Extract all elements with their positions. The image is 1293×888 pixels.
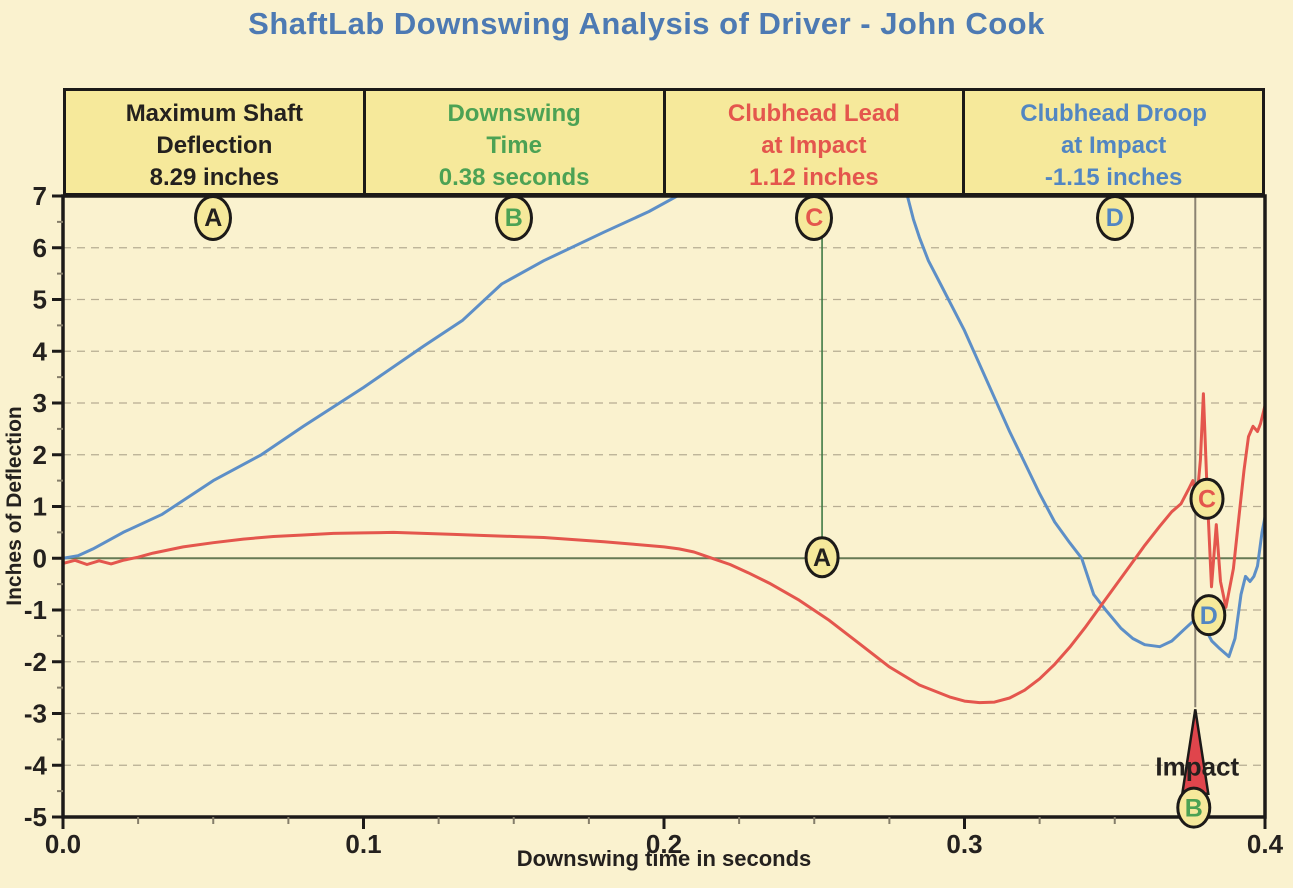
summary-line: Clubhead Lead [727, 100, 900, 127]
plot-marker-circle-d [1191, 594, 1227, 637]
summary-value: 1.12 inches [749, 164, 879, 191]
plot-marker-letter-a: A [813, 544, 831, 572]
y-axis-label: Inches of Deflection [3, 406, 26, 606]
y-tick-label: 3 [33, 388, 47, 418]
x-tick-label: 0.2 [646, 829, 682, 859]
legend-marker-letter: B [504, 203, 523, 232]
y-tick-label: -4 [24, 750, 48, 780]
y-tick-label: 5 [33, 285, 47, 315]
plot-marker-circle-b [1176, 786, 1212, 829]
summary-box-downswing-time: Downswing Time 0.38 seconds [362, 91, 663, 193]
page-title: ShaftLab Downswing Analysis of Driver - … [248, 6, 1045, 41]
legend-marker-d: D [1095, 195, 1134, 241]
summary-line: Maximum Shaft [125, 100, 304, 127]
summary-value: 8.29 inches [149, 164, 280, 191]
plot-marker-letter-c: C [1198, 486, 1216, 514]
summary-box-max-shaft-deflection: Maximum Shaft Deflection 8.29 inches [66, 91, 363, 193]
y-tick-label: -5 [24, 802, 47, 832]
plot-marker-circle-a [804, 536, 840, 579]
plot-marker-circle-c [1189, 477, 1225, 520]
y-tick-label: 2 [33, 440, 47, 470]
y-tick-label: 1 [33, 492, 47, 522]
plot-frame [61, 194, 1267, 819]
summary-panel: Maximum Shaft Deflection 8.29 inches Dow… [63, 88, 1265, 196]
y-tick-label: -2 [24, 647, 47, 677]
plot-marker-letter-d: D [1200, 602, 1218, 630]
legend-marker-b: B [494, 195, 533, 241]
y-tick-label: 6 [33, 233, 47, 263]
plot-marker-letter-b: B [1185, 795, 1203, 823]
y-tick-label: -3 [24, 699, 47, 729]
legend-marker-letter: D [1105, 203, 1124, 232]
summary-box-clubhead-lead: Clubhead Lead at Impact 1.12 inches [662, 91, 963, 193]
curve-clubhead-lead-red [63, 392, 1265, 705]
legend-marker-a: A [194, 195, 233, 241]
impact-label: Impact [1155, 751, 1239, 781]
summary-line: Deflection [156, 132, 273, 159]
summary-value: -1.15 inches [1044, 164, 1183, 191]
legend-marker-letter: C [805, 203, 824, 232]
x-tick-label: 0.0 [45, 829, 81, 859]
legend-marker-c: C [795, 195, 834, 241]
y-tick-label: -1 [24, 595, 47, 625]
x-tick-label: 0.1 [345, 829, 381, 859]
y-tick-label: 0 [33, 543, 47, 573]
x-tick-label: 0.4 [1247, 829, 1284, 859]
x-tick-label: 0.3 [946, 829, 982, 859]
summary-line: at Impact [1060, 132, 1167, 159]
legend-marker-letter: A [204, 203, 223, 232]
summary-line: at Impact [761, 132, 867, 159]
summary-box-clubhead-droop: Clubhead Droop at Impact -1.15 inches [962, 91, 1262, 193]
y-tick-label: 7 [33, 181, 47, 211]
summary-value: 0.38 seconds [438, 164, 590, 191]
summary-line: Clubhead Droop [1020, 100, 1207, 127]
curve-shaft-droop-blue [63, 196, 1265, 659]
x-axis-label: Downswing time in seconds [517, 846, 812, 871]
summary-line: Downswing [447, 100, 581, 127]
summary-line: Time [486, 132, 542, 159]
y-tick-label: 4 [33, 336, 48, 366]
